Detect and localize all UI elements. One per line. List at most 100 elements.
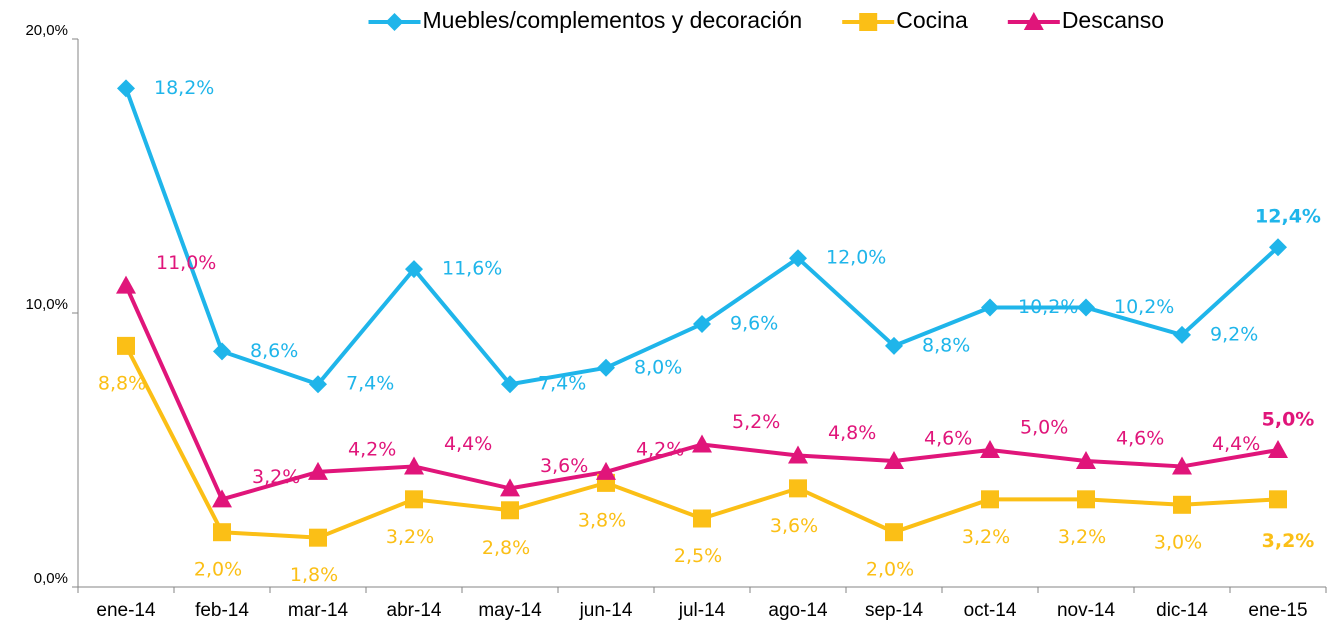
x-tick-label: jun-14 — [579, 600, 633, 621]
marker — [501, 501, 519, 520]
data-label: 4,4% — [1212, 433, 1260, 455]
marker — [213, 523, 231, 542]
marker — [405, 260, 423, 279]
x-tick-label: oct-14 — [964, 600, 1017, 621]
marker — [884, 450, 904, 469]
marker — [597, 358, 615, 377]
legend: Muebles/complementos y decoración Cocina D… — [368, 7, 1164, 33]
data-label: 5,0% — [1262, 409, 1315, 431]
y-tick-label: 10,0% — [25, 296, 68, 313]
marker — [1172, 456, 1192, 475]
marker — [789, 249, 807, 268]
x-tick-label: ene-15 — [1248, 600, 1307, 621]
data-label: 3,2% — [386, 526, 434, 548]
x-tick-label: sep-14 — [865, 600, 924, 621]
x-tick-label: mar-14 — [288, 600, 349, 621]
marker — [859, 13, 878, 31]
x-tick-label: ene-14 — [96, 600, 156, 621]
marker — [385, 13, 404, 31]
marker — [309, 528, 327, 547]
marker — [212, 489, 232, 508]
data-label: 2,0% — [866, 559, 914, 581]
series-line — [124, 87, 1280, 387]
data-label: 4,8% — [828, 422, 876, 444]
data-label: 2,8% — [482, 537, 530, 559]
marker — [1268, 440, 1288, 458]
data-label: 4,2% — [636, 438, 684, 460]
marker — [885, 336, 903, 355]
marker — [981, 298, 999, 317]
marker — [692, 434, 712, 453]
marker — [1173, 495, 1191, 514]
marker — [404, 456, 424, 475]
x-tick-label: nov-14 — [1057, 600, 1116, 621]
x-tick-label: may-14 — [478, 600, 542, 621]
data-label: 2,5% — [674, 545, 722, 567]
x-tick-label: jul-14 — [678, 600, 726, 621]
marker — [308, 461, 328, 480]
data-label: 11,0% — [156, 252, 216, 274]
marker — [117, 79, 135, 98]
marker — [1173, 325, 1191, 344]
x-tick-label: ago-14 — [768, 600, 828, 621]
marker — [1077, 490, 1095, 509]
data-label: 3,6% — [770, 515, 818, 537]
legend-label: Cocina — [896, 7, 968, 33]
data-label: 3,2% — [1058, 526, 1106, 548]
marker — [980, 440, 1000, 458]
data-label: 10,2% — [1114, 296, 1174, 318]
marker — [885, 523, 903, 542]
data-label: 3,2% — [252, 466, 300, 488]
marker — [309, 375, 327, 394]
data-label: 1,8% — [290, 564, 338, 586]
data-label: 5,2% — [732, 411, 780, 433]
marker — [117, 336, 135, 355]
x-tick-label: feb-14 — [195, 600, 249, 621]
data-label: 3,0% — [1154, 531, 1202, 553]
marker — [981, 490, 999, 509]
data-label: 5,0% — [1020, 417, 1068, 439]
data-label: 12,0% — [826, 247, 886, 269]
marker — [1269, 238, 1287, 257]
data-label: 8,8% — [98, 372, 146, 394]
marker — [213, 342, 231, 361]
data-label: 3,8% — [578, 509, 626, 531]
data-label: 7,4% — [538, 373, 586, 395]
data-label: 11,6% — [442, 258, 502, 280]
data-label: 2,0% — [194, 559, 242, 581]
marker — [789, 479, 807, 498]
data-label: 9,2% — [1210, 323, 1258, 345]
data-label: 4,6% — [1116, 427, 1164, 449]
data-label: 8,8% — [922, 334, 970, 356]
marker — [500, 478, 520, 497]
legend-label: Muebles/complementos y decoración — [423, 7, 803, 33]
y-tick-label: 0,0% — [34, 570, 68, 587]
data-label: 4,6% — [924, 427, 972, 449]
data-label: 3,2% — [962, 526, 1010, 548]
marker — [1076, 450, 1096, 469]
data-label: 8,6% — [250, 340, 298, 362]
data-label: 3,2% — [1262, 530, 1315, 552]
marker — [596, 461, 616, 480]
data-label: 4,2% — [348, 438, 396, 460]
data-label: 12,4% — [1255, 206, 1321, 228]
marker — [501, 375, 519, 394]
x-tick-label: dic-14 — [1156, 600, 1208, 621]
data-label: 10,2% — [1018, 296, 1078, 318]
marker — [1023, 12, 1044, 30]
data-label: 18,2% — [154, 77, 214, 99]
legend-label: Descanso — [1062, 7, 1164, 33]
marker — [693, 509, 711, 528]
data-label: 4,4% — [444, 433, 492, 455]
data-label: 7,4% — [346, 373, 394, 395]
data-label: 8,0% — [634, 356, 682, 378]
marker — [693, 314, 711, 333]
marker — [116, 275, 136, 294]
data-label: 3,6% — [540, 455, 588, 477]
marker — [405, 490, 423, 509]
x-tick-label: abr-14 — [387, 600, 442, 621]
y-tick-label: 20,0% — [25, 22, 68, 39]
marker — [1269, 490, 1287, 509]
data-label: 9,6% — [730, 312, 778, 334]
marker — [1077, 298, 1095, 317]
